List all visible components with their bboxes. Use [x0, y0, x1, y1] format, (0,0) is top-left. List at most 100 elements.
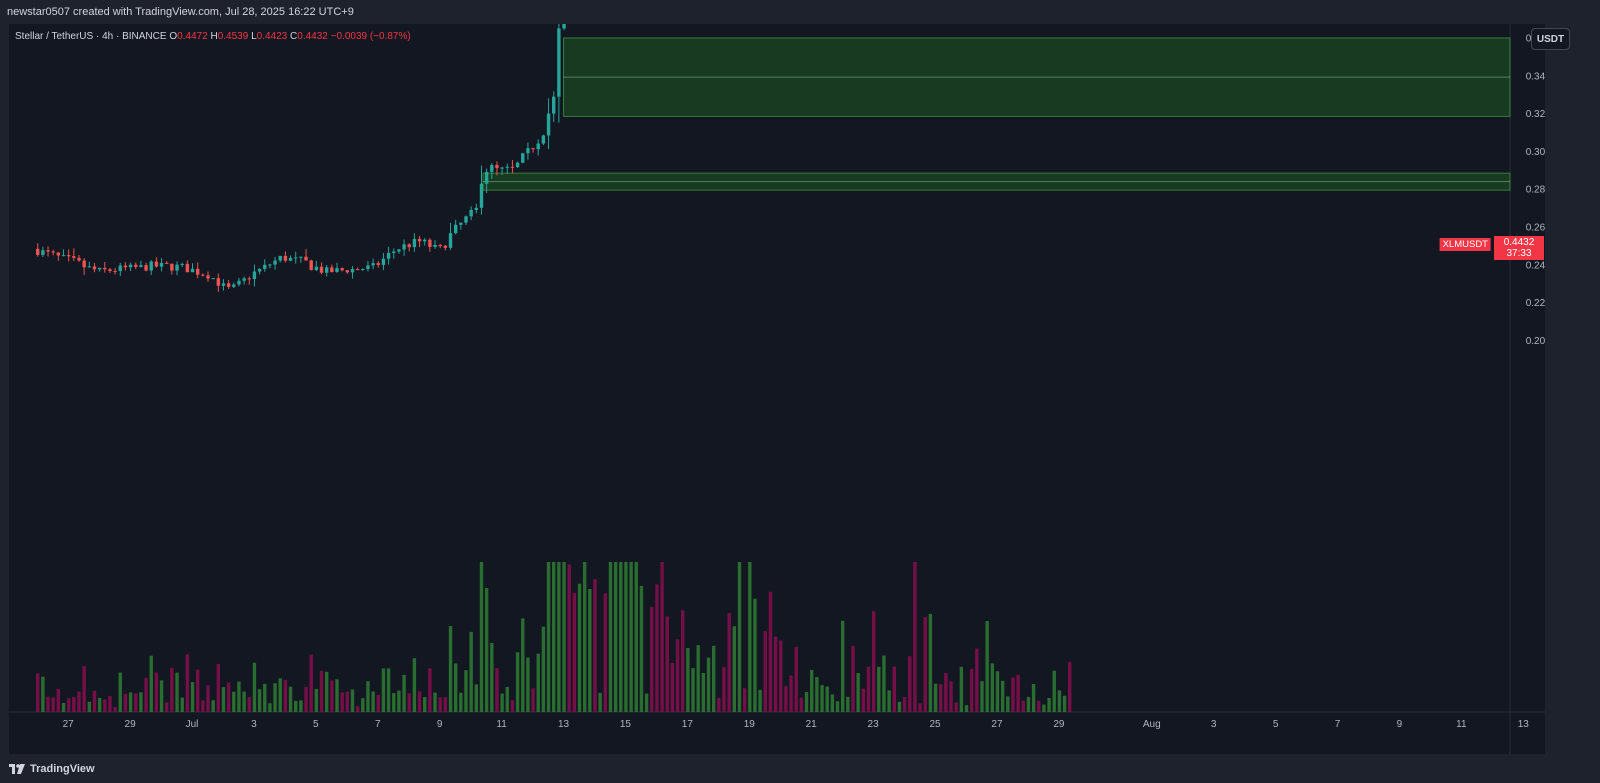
- volume-bar: [619, 562, 623, 712]
- volume-bar: [211, 700, 215, 712]
- volume-bar: [737, 562, 742, 712]
- volume-bar: [1021, 700, 1025, 712]
- candle-body: [417, 238, 422, 242]
- candle-body: [361, 268, 365, 270]
- volume-bar: [727, 613, 731, 712]
- volume-bar: [345, 691, 350, 712]
- high-label: H: [210, 31, 218, 42]
- volume-bar: [995, 671, 1000, 712]
- candle-body: [335, 268, 339, 273]
- volume-bar: [608, 562, 613, 712]
- candle-body: [128, 264, 133, 268]
- tradingview-logo[interactable]: TradingView: [9, 763, 95, 775]
- volume-bar: [624, 562, 628, 712]
- volume-bar: [598, 692, 602, 712]
- volume-bar: [438, 697, 442, 712]
- attribution-text: newstar0507 created with TradingView.com…: [7, 6, 354, 18]
- volume-bar: [113, 706, 117, 712]
- volume-bar: [588, 589, 592, 712]
- candle-body: [495, 165, 499, 169]
- volume-bar: [381, 668, 386, 712]
- candle-body: [304, 256, 308, 261]
- candle-body: [546, 113, 551, 136]
- x-tick-label: 9: [437, 719, 443, 730]
- volume-bar: [402, 674, 406, 712]
- volume-bar: [748, 562, 752, 712]
- volume-bar: [201, 700, 205, 712]
- volume-bar: [1068, 662, 1072, 712]
- volume-bar: [1042, 704, 1046, 712]
- candle-body: [536, 143, 540, 150]
- volume-bar: [696, 645, 700, 712]
- volume-bar: [1057, 690, 1062, 712]
- volume-bar: [815, 677, 819, 712]
- currency-button[interactable]: USDT: [1531, 28, 1570, 50]
- tradingview-brand: TradingView: [30, 763, 95, 775]
- volume-bar: [77, 691, 81, 712]
- candle-body: [309, 260, 313, 270]
- support-zone: [563, 37, 1511, 117]
- volume-bar: [670, 662, 675, 712]
- candle-body: [294, 257, 298, 259]
- candle-body: [541, 135, 546, 144]
- volume-bar: [232, 691, 236, 712]
- volume-bar: [330, 680, 334, 712]
- attribution-bar: newstar0507 created with TradingView.com…: [0, 0, 1600, 24]
- candle-body: [216, 278, 221, 286]
- volume-bar: [613, 562, 618, 712]
- volume-bar: [294, 700, 298, 712]
- volume-bar: [582, 562, 587, 712]
- candle-body: [123, 265, 128, 268]
- volume-bar: [139, 692, 143, 712]
- volume-bar: [572, 592, 577, 712]
- symbol-label: Stellar / TetherUS · 4h · BINANCE: [15, 31, 167, 42]
- candle-body: [366, 265, 370, 269]
- chart-background: [9, 24, 1545, 754]
- volume-bar: [319, 670, 324, 712]
- x-tick-label: Jul: [186, 719, 199, 730]
- zones-layer: [482, 37, 1511, 191]
- candle-body: [134, 264, 138, 267]
- x-tick-label: 27: [63, 719, 75, 730]
- candle-body: [521, 153, 525, 163]
- x-tick-label: 21: [806, 719, 818, 730]
- candle-body: [531, 148, 535, 150]
- candle-body: [459, 222, 463, 225]
- volume-bar: [257, 689, 262, 712]
- volume-bar: [866, 666, 871, 712]
- volume-bar: [242, 691, 246, 712]
- price-chart[interactable]: 0.54000.52000.50000.48000.46000.44000.42…: [9, 24, 1545, 754]
- volume-bar: [448, 626, 453, 712]
- volume-bar: [562, 562, 566, 712]
- volume-bar: [1031, 683, 1036, 712]
- volume-bar: [933, 683, 938, 712]
- volume-bar: [51, 697, 55, 712]
- volume-bar: [72, 696, 76, 712]
- volume-bar: [185, 654, 190, 712]
- candle-body: [103, 267, 107, 270]
- candle-body: [469, 209, 473, 217]
- y-tick-label: 0.2200: [1526, 298, 1545, 309]
- volume-bar: [510, 700, 515, 712]
- volume-bar: [954, 702, 958, 712]
- volume-bar: [686, 648, 690, 712]
- volume-bar: [908, 656, 912, 712]
- volume-bar: [484, 588, 489, 712]
- volume-bar: [417, 691, 422, 712]
- volume-bar: [711, 645, 716, 712]
- low-label: L: [251, 31, 257, 42]
- volume-bar: [717, 697, 721, 712]
- candle-body: [46, 250, 50, 252]
- bar-countdown: 37:33: [1506, 248, 1532, 259]
- volume-bar: [278, 678, 282, 712]
- candle-body: [56, 252, 61, 256]
- volume-bar: [206, 685, 210, 712]
- volume-bar: [453, 663, 458, 712]
- volume-bar: [675, 639, 680, 712]
- volume-bar: [355, 706, 360, 712]
- volume-bar: [980, 681, 984, 712]
- volume-bar: [1006, 696, 1010, 712]
- candle-body: [453, 224, 458, 234]
- y-tick-label: 0.2000: [1526, 336, 1545, 347]
- volume-bar: [799, 697, 804, 712]
